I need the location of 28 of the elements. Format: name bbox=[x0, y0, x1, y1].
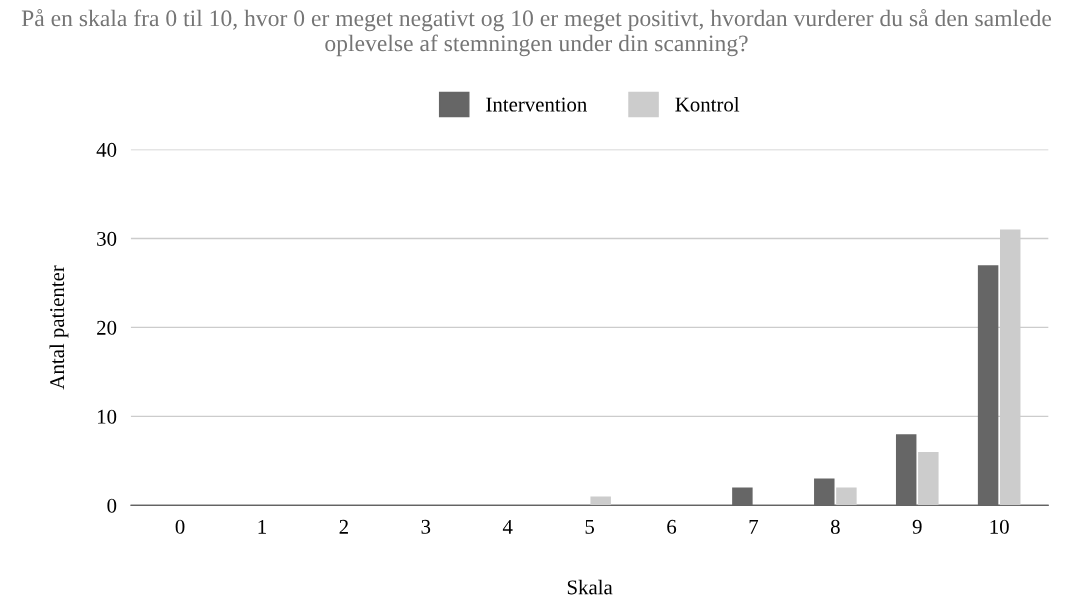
y-tick-label: 40 bbox=[96, 142, 117, 157]
y-tick-label: 0 bbox=[107, 498, 117, 513]
x-tick-label: 4 bbox=[502, 519, 513, 534]
bar bbox=[895, 434, 917, 506]
x-tick-label: 8 bbox=[830, 519, 840, 534]
x-axis-title: Skala bbox=[567, 579, 613, 595]
x-tick-label: 2 bbox=[339, 519, 348, 534]
x-tick-label: 3 bbox=[421, 519, 431, 534]
bar bbox=[977, 265, 999, 506]
x-tick-label: 6 bbox=[667, 519, 677, 534]
x-tick-label: 10 bbox=[990, 519, 1009, 534]
bar bbox=[814, 478, 835, 506]
y-tick-label: 10 bbox=[98, 409, 117, 424]
y-tick-label: 20 bbox=[97, 320, 117, 335]
legend-label: Kontrol bbox=[675, 96, 740, 112]
chart-title: På en skala fra 0 til 10, hvor 0 er meget negativt og 10 er meget positivt, hvordan vurderer du så den samlede oplevelse af stemningen under din scanning? bbox=[21, 8, 1052, 57]
legend-label: Intervention bbox=[486, 97, 587, 112]
bar bbox=[918, 451, 939, 506]
x-tick-label: 1 bbox=[258, 519, 266, 534]
x-tick-label: 0 bbox=[175, 519, 185, 534]
bar bbox=[590, 496, 611, 506]
x-tick-label: 7 bbox=[749, 520, 759, 534]
y-axis-title: Antal patienter bbox=[49, 265, 69, 390]
bar bbox=[836, 487, 857, 506]
x-tick-label: 5 bbox=[585, 520, 595, 534]
x-tick-label: 9 bbox=[912, 519, 922, 534]
y-tick-label: 30 bbox=[97, 231, 117, 246]
bar bbox=[732, 487, 753, 506]
